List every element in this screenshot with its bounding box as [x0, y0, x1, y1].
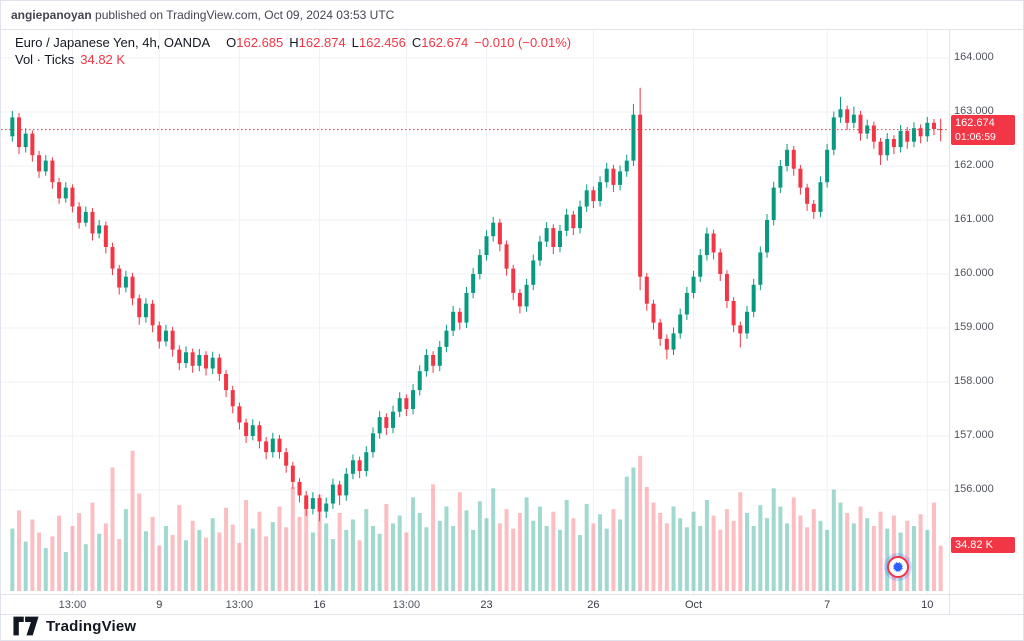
- high-label: H: [289, 35, 299, 50]
- price-axis-label: 157.000: [954, 429, 994, 441]
- target-marker-icon: [887, 556, 909, 578]
- volume-bars: [10, 450, 943, 591]
- time-axis-label: 13:00: [392, 599, 421, 611]
- open-value: 162.685: [236, 35, 284, 50]
- legend-ohlc-row: Euro / Japanese Yen, 4h, OANDA O162.685 H1…: [15, 34, 571, 51]
- last-price-value: 162.674: [955, 116, 995, 129]
- legend-volume-row: Vol · Ticks 34.82 K: [15, 51, 571, 68]
- volume-indicator-value: 34.82 K: [80, 52, 126, 67]
- time-axis-label: 26: [587, 599, 600, 611]
- tradingview-wordmark: TradingView: [46, 617, 137, 635]
- price-axis-label: 162.000: [954, 159, 994, 171]
- price-axis-label: 159.000: [954, 321, 994, 333]
- time-axis-label: Oct: [684, 599, 703, 611]
- change-value: −0.010 (−0.01%): [474, 35, 572, 50]
- time-axis-label: 16: [313, 599, 326, 611]
- time-axis-label: 10: [921, 599, 934, 611]
- symbol-legend: Euro / Japanese Yen, 4h, OANDA O162.685 H1…: [15, 34, 571, 68]
- price-axis-label: 156.000: [954, 483, 994, 495]
- author-name: angiepanoyan: [11, 8, 92, 22]
- close-label: C: [411, 35, 422, 50]
- candlesticks: [10, 87, 943, 522]
- tradingview-footer[interactable]: TradingView: [13, 616, 136, 636]
- target-marker-core: [893, 562, 903, 572]
- open-label: O: [226, 35, 237, 50]
- time-axis-label: 13:00: [225, 599, 254, 611]
- price-axis-label: 160.000: [954, 267, 994, 279]
- volume-indicator-label[interactable]: Vol · Ticks: [15, 52, 75, 67]
- axis-frame-lines: [1, 29, 1024, 615]
- time-axis-label: 13:00: [58, 599, 87, 611]
- bar-countdown: 01:06:59: [955, 130, 996, 143]
- volume-badge: 34.82 K: [951, 536, 1015, 553]
- attribution-rest: published on TradingView.com, Oct 09, 20…: [91, 8, 395, 22]
- time-axis-label: 7: [824, 599, 831, 611]
- high-value: 162.874: [298, 35, 346, 50]
- price-axis-label: 158.000: [954, 375, 994, 387]
- time-axis-label: 9: [156, 599, 163, 611]
- attribution-text: angiepanoyan published on TradingView.co…: [11, 8, 394, 22]
- close-value: 162.674: [421, 35, 469, 50]
- low-label: L: [351, 35, 359, 50]
- low-value: 162.456: [358, 35, 406, 50]
- time-axis-label: 23: [480, 599, 493, 611]
- price-axis-label: 161.000: [954, 213, 994, 225]
- last-price-badge: 162.674 01:06:59: [951, 114, 1015, 145]
- tradingview-logo-icon: [13, 616, 39, 636]
- price-axis-label: 163.000: [954, 105, 994, 117]
- symbol-title[interactable]: Euro / Japanese Yen, 4h, OANDA: [15, 35, 211, 50]
- grid-lines: [1, 29, 949, 594]
- price-axis-label: 164.000: [954, 51, 994, 63]
